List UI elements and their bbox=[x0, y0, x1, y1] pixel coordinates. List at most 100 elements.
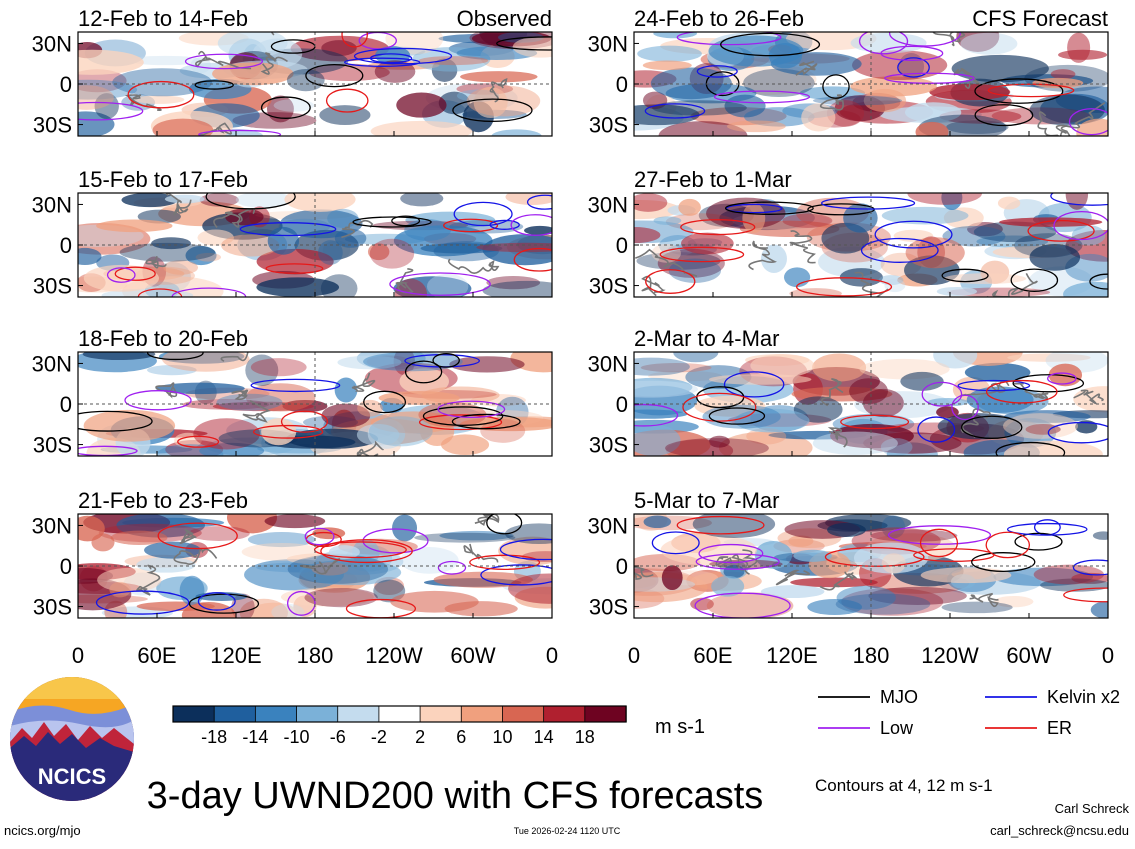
coastline bbox=[775, 569, 811, 586]
coastline bbox=[715, 556, 733, 568]
anomaly-shading bbox=[915, 121, 949, 136]
coastline bbox=[819, 571, 858, 591]
anomaly-shading bbox=[790, 577, 878, 588]
anomaly-shading bbox=[439, 530, 514, 541]
ncics-logo: NCICS bbox=[10, 677, 134, 801]
coastline bbox=[179, 528, 197, 545]
anomaly-shading bbox=[426, 273, 469, 297]
contour-line bbox=[250, 378, 341, 393]
contour-line bbox=[325, 88, 369, 113]
legend-label: MJO bbox=[880, 687, 918, 707]
anomaly-shading bbox=[850, 76, 937, 97]
anomaly-shading bbox=[1050, 69, 1076, 80]
contour-line bbox=[526, 194, 552, 210]
contour-line bbox=[391, 215, 421, 227]
coastline bbox=[1073, 389, 1104, 405]
coastline bbox=[827, 427, 848, 448]
anomaly-shading bbox=[673, 352, 719, 363]
anomaly-shading bbox=[78, 85, 114, 110]
anomaly-shading bbox=[937, 413, 1021, 440]
anomaly-shading bbox=[134, 95, 185, 104]
anomaly-shading bbox=[907, 193, 982, 205]
contour-line bbox=[418, 414, 503, 431]
anomaly-shading bbox=[498, 536, 552, 566]
anomaly-shading bbox=[78, 515, 105, 542]
anomaly-shading bbox=[241, 542, 322, 561]
anomaly-shading bbox=[83, 409, 176, 442]
anomaly-shading bbox=[266, 95, 294, 123]
anomaly-shading bbox=[826, 100, 865, 127]
y-tick-label: 30N bbox=[588, 513, 628, 538]
contour-line bbox=[888, 32, 961, 47]
colorbar-units: m s-1 bbox=[655, 716, 705, 738]
contour-line bbox=[287, 590, 316, 616]
contour-line bbox=[858, 32, 909, 55]
contour-line bbox=[1047, 421, 1108, 444]
contour-line bbox=[305, 63, 364, 88]
y-tick-label: 30S bbox=[589, 274, 628, 299]
x-tick-label: 60W bbox=[1006, 643, 1051, 668]
anomaly-shading bbox=[491, 129, 542, 136]
coastline bbox=[463, 543, 499, 563]
anomaly-shading bbox=[121, 193, 178, 208]
colorbar-tick-label: 6 bbox=[456, 727, 466, 747]
anomaly-shading bbox=[390, 590, 479, 613]
contour-line bbox=[313, 541, 407, 559]
anomaly-shading bbox=[637, 45, 702, 62]
x-tick-label: 120W bbox=[921, 643, 979, 668]
anomaly-shading bbox=[399, 368, 449, 395]
coastline bbox=[489, 77, 508, 103]
y-tick-label: 30S bbox=[589, 433, 628, 458]
anomaly-shading bbox=[933, 352, 978, 369]
anomaly-shading bbox=[482, 234, 552, 266]
contour-line bbox=[720, 32, 821, 57]
anomaly-shading bbox=[368, 416, 433, 447]
anomaly-shading bbox=[82, 352, 156, 361]
anomaly-shading bbox=[459, 417, 552, 432]
anomaly-shading bbox=[267, 226, 300, 255]
contour-line bbox=[124, 390, 192, 411]
contour-line bbox=[840, 414, 910, 430]
anomaly-shading bbox=[843, 203, 878, 233]
colorbar-tick-label: -10 bbox=[284, 727, 310, 747]
contour-line bbox=[974, 104, 1034, 127]
contour-line bbox=[917, 416, 956, 443]
coastline bbox=[635, 248, 698, 278]
contour-line bbox=[265, 263, 324, 274]
anomaly-shading bbox=[665, 438, 769, 456]
anomaly-shading bbox=[640, 362, 712, 373]
contour-line bbox=[961, 415, 1023, 439]
contour-note: Contours at 4, 12 m s-1 bbox=[815, 776, 993, 795]
anomaly-shading bbox=[466, 85, 541, 117]
anomaly-shading bbox=[936, 286, 978, 296]
anomaly-shading bbox=[449, 356, 525, 373]
contour-line bbox=[480, 564, 552, 586]
y-tick-label: 30N bbox=[32, 351, 72, 376]
anomaly-shading bbox=[850, 32, 927, 54]
contour-line bbox=[78, 410, 153, 432]
contour-line bbox=[1014, 532, 1063, 551]
panel-tag: Observed bbox=[457, 6, 552, 31]
anomaly-shading bbox=[190, 57, 211, 74]
anomaly-shading bbox=[357, 399, 383, 417]
x-tick-label: 0 bbox=[1102, 643, 1114, 668]
coastline bbox=[641, 275, 666, 297]
anomaly-shading bbox=[726, 120, 786, 133]
anomaly-shading bbox=[433, 241, 499, 262]
coastline bbox=[634, 566, 654, 580]
anomaly-shading bbox=[147, 365, 197, 376]
coastline bbox=[953, 67, 981, 89]
anomaly-shading bbox=[1076, 118, 1108, 136]
coastline bbox=[299, 558, 341, 575]
logo-text: NCICS bbox=[38, 764, 106, 789]
y-tick-label: 30S bbox=[589, 595, 628, 620]
anomaly-shading bbox=[109, 581, 131, 598]
contour-line bbox=[146, 352, 204, 361]
panel-period: 15-Feb to 17-Feb bbox=[78, 167, 248, 192]
figure-title: 3-day UWND200 with CFS forecasts bbox=[147, 775, 764, 817]
contour-line bbox=[194, 80, 234, 90]
anomaly-shading bbox=[743, 68, 815, 98]
contour-line bbox=[698, 543, 764, 564]
